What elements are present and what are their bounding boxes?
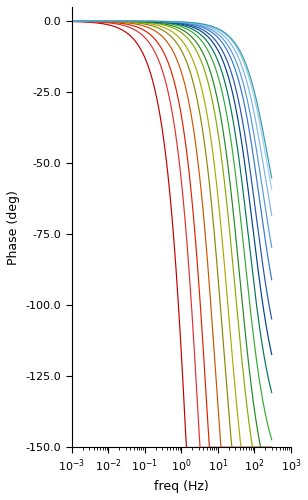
- Y-axis label: Phase (deg): Phase (deg): [7, 190, 20, 264]
- X-axis label: freq (Hz): freq (Hz): [154, 480, 209, 493]
